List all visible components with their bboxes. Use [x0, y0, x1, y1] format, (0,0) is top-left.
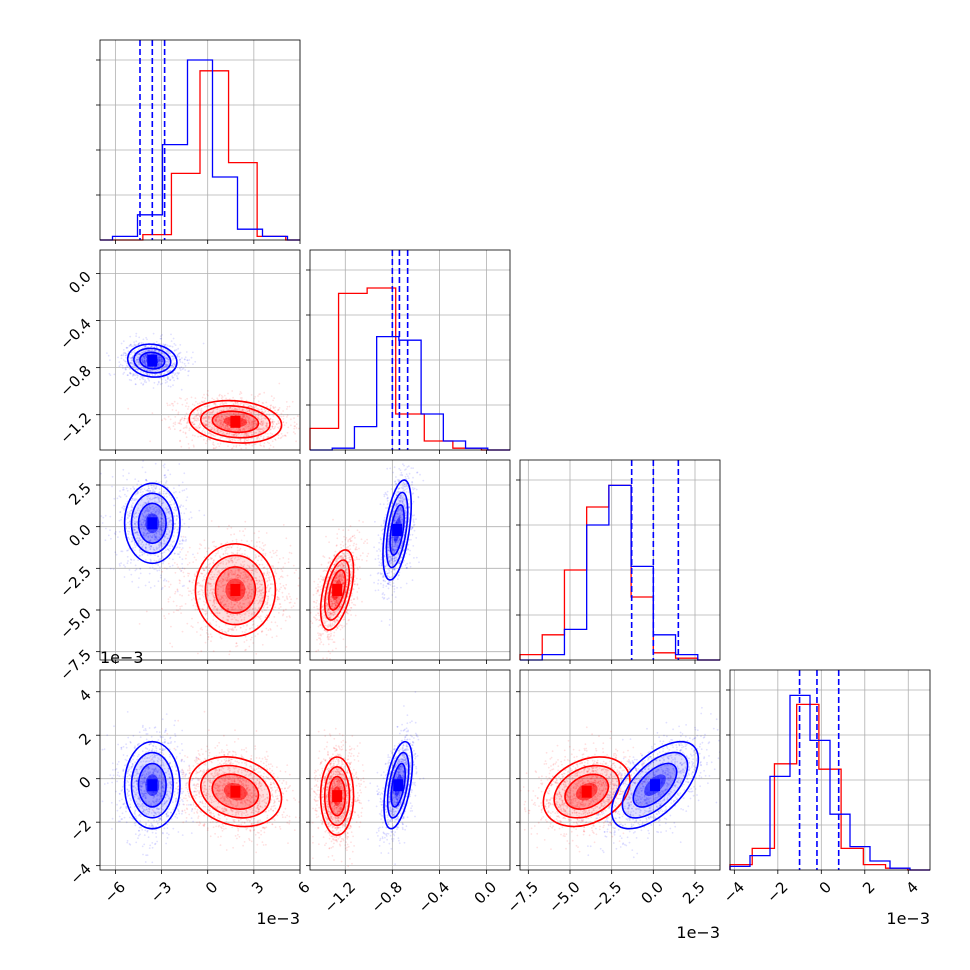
density-peak	[147, 354, 158, 367]
axis-offset-label: 1e−3	[676, 923, 720, 942]
x-tick-label: −1.2	[321, 878, 359, 916]
x-tick-label: 0.0	[637, 878, 667, 908]
density-layer	[101, 710, 300, 864]
x-tick-label: −2.5	[587, 878, 625, 916]
panel-frame	[99, 669, 301, 871]
scatter-panel-2-1: −1.2 −0.8 −0.4 0.0	[56, 249, 301, 454]
x-tick-label: 6	[294, 878, 313, 897]
density-contour	[610, 740, 700, 830]
x-tick-label: −4	[720, 878, 748, 906]
y-tick-label: −2	[66, 816, 94, 844]
density-peak	[332, 790, 343, 803]
axis-offset-label: 1e−3	[100, 648, 144, 667]
x-tick-label: −6	[101, 878, 129, 906]
histogram-series-a	[729, 694, 930, 871]
density-contour	[319, 756, 355, 836]
density-contour	[542, 756, 631, 828]
density-contour	[123, 740, 181, 830]
histogram-series-a	[100, 59, 300, 241]
y-tick-label: 0.0	[65, 521, 95, 551]
panel-frame	[99, 459, 301, 661]
x-tick-label: −2	[763, 878, 791, 906]
axis-offset-label: 1e−3	[886, 909, 930, 928]
histogram-series-b	[519, 484, 720, 661]
panel-frame	[309, 459, 511, 661]
x-tick-label: −5.0	[545, 878, 583, 916]
panel-frame	[309, 669, 511, 871]
y-tick-label: −5.0	[56, 604, 94, 642]
histogram-series-a	[310, 335, 510, 451]
density-peak	[147, 779, 158, 792]
x-tick-label: 0.0	[471, 878, 501, 908]
histogram-series-b	[309, 287, 510, 451]
x-tick-label: −7.5	[504, 878, 542, 916]
y-tick-label: 0.0	[65, 268, 95, 298]
density-contour	[383, 740, 414, 830]
y-tick-label: 4	[75, 686, 94, 705]
x-tick-label: −0.4	[415, 878, 453, 916]
panel-frame	[309, 249, 511, 451]
panel-frame	[519, 669, 721, 871]
density-contour	[194, 542, 277, 637]
y-tick-label: −7.5	[56, 646, 94, 684]
density-contour	[123, 482, 181, 565]
panel-frame	[729, 669, 931, 871]
x-tick-label: 3	[248, 878, 267, 897]
density-peak	[393, 779, 404, 792]
density-contour	[382, 479, 413, 581]
histogram-series-b	[729, 703, 930, 871]
density-peak	[650, 779, 660, 792]
x-tick-label: −0.8	[368, 878, 406, 916]
x-tick-label: 2.5	[679, 878, 709, 908]
scatter-cloud	[580, 706, 720, 859]
density-peak	[230, 785, 241, 798]
density-layer	[106, 332, 300, 450]
y-tick-label: 2	[75, 729, 94, 748]
density-peak	[581, 785, 592, 798]
x-tick-label: 0	[816, 878, 835, 897]
y-tick-label: −0.8	[56, 362, 94, 400]
axis-offset-label: 1e−3	[256, 909, 300, 928]
histogram-panel-3	[516, 459, 721, 664]
x-tick-label: 0	[202, 878, 221, 897]
scatter-cloud	[520, 726, 672, 853]
density-peak	[147, 517, 158, 530]
density-peak	[230, 584, 241, 596]
panel-frame	[99, 39, 301, 241]
histogram-panel-2	[306, 249, 511, 454]
panel-frame	[519, 459, 721, 661]
density-peak	[392, 524, 403, 536]
scatter-panel-3-2	[306, 459, 511, 664]
y-tick-label: −4	[66, 860, 94, 888]
density-contour	[188, 756, 283, 828]
x-tick-label: 2	[859, 878, 878, 897]
scatter-panel-4-1: −6 −3 0 3 6 −4 −2 0 2 4	[66, 669, 314, 906]
scatter-panel-4-2: −1.2 −0.8 −0.4 0.0	[306, 669, 511, 917]
density-layer	[100, 460, 300, 656]
scatter-panel-4-3: −7.5 −5.0 −2.5 0.0 2.5	[504, 669, 721, 917]
scatter-panel-3-1: −7.5 −5.0 −2.5 0.0 2.5	[56, 459, 301, 684]
density-contour	[126, 343, 178, 378]
histogram-series-b	[100, 70, 300, 241]
density-layer	[520, 706, 720, 859]
histogram-panel-1	[96, 39, 301, 244]
density-peak	[332, 584, 343, 596]
x-tick-label: 4	[903, 878, 922, 897]
y-tick-label: 2.5	[65, 479, 95, 509]
x-tick-label: −3	[147, 878, 175, 906]
y-tick-label: 0	[75, 773, 94, 792]
y-tick-label: −2.5	[56, 562, 94, 600]
histogram-series-a	[520, 484, 720, 661]
density-contour	[319, 549, 355, 631]
panel-frame	[99, 249, 301, 451]
y-tick-label: −0.4	[56, 315, 94, 353]
density-layer	[310, 463, 425, 660]
y-tick-label: −1.2	[56, 409, 94, 447]
density-contour	[188, 399, 283, 444]
histogram-panel-4: −4 −2 0 2 4	[720, 669, 931, 906]
density-layer	[310, 691, 425, 868]
density-peak	[230, 415, 241, 428]
